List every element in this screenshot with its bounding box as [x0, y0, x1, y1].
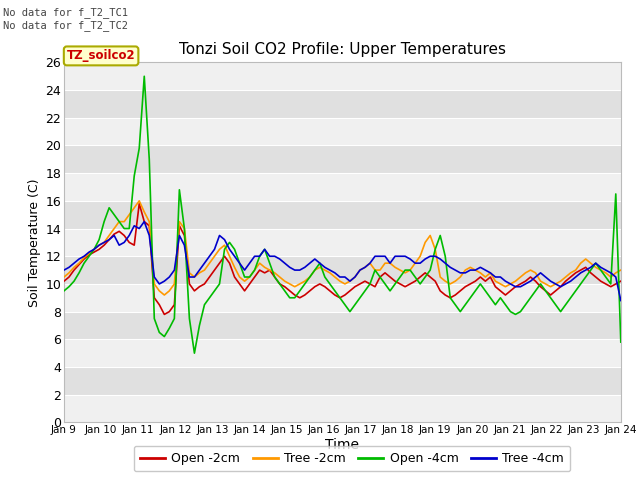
Text: No data for f_T2_TC2: No data for f_T2_TC2	[3, 20, 128, 31]
Bar	[64, 145, 621, 173]
Bar	[64, 312, 621, 339]
Bar	[64, 395, 621, 422]
Bar	[64, 90, 621, 118]
Title: Tonzi Soil CO2 Profile: Upper Temperatures: Tonzi Soil CO2 Profile: Upper Temperatur…	[179, 42, 506, 57]
Y-axis label: Soil Temperature (C): Soil Temperature (C)	[28, 178, 41, 307]
Bar	[64, 367, 621, 395]
Bar	[64, 256, 621, 284]
Bar	[64, 62, 621, 90]
Bar	[64, 201, 621, 228]
Text: No data for f_T2_TC1: No data for f_T2_TC1	[3, 7, 128, 18]
Text: TZ_soilco2: TZ_soilco2	[67, 49, 136, 62]
Bar	[64, 339, 621, 367]
Bar	[64, 284, 621, 312]
Bar	[64, 173, 621, 201]
X-axis label: Time: Time	[325, 438, 360, 452]
Bar	[64, 228, 621, 256]
Bar	[64, 118, 621, 145]
Legend: Open -2cm, Tree -2cm, Open -4cm, Tree -4cm: Open -2cm, Tree -2cm, Open -4cm, Tree -4…	[134, 446, 570, 471]
